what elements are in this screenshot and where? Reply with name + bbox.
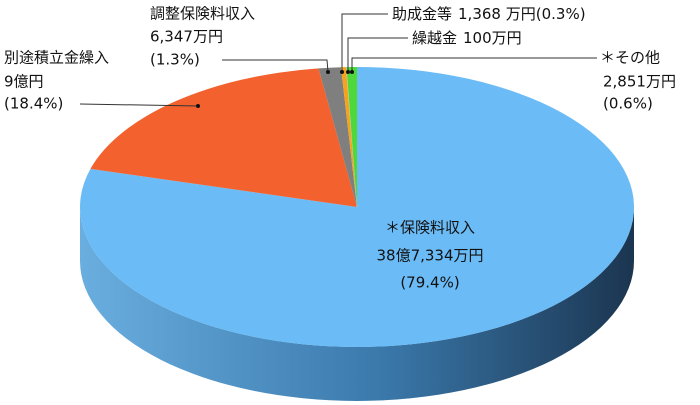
slice-label-group: 繰越金 100万円 (412, 29, 522, 47)
slice-percent: (0.6%) (603, 95, 653, 113)
slice-percent: (79.4%) (400, 274, 459, 292)
slice-amount: 6,347万円 (150, 28, 223, 46)
leader-line (351, 57, 597, 72)
slice (90, 68, 357, 207)
leader-line (79, 103, 199, 107)
slice-amount: 2,851万円 (603, 73, 676, 91)
leader-dot (346, 70, 350, 74)
leader-dot (340, 70, 344, 74)
leader-dot (196, 104, 200, 108)
slice-label: ＊保険料収入 (385, 219, 475, 237)
slice-amount: 9億円 (4, 73, 44, 91)
leader-dot (350, 70, 354, 74)
slice-side (80, 207, 634, 401)
slice-amount: 38億7,334万円 (376, 247, 483, 265)
slice (341, 67, 357, 207)
leader-line (222, 59, 329, 73)
slice-label: 調整保険料収入 (150, 5, 255, 23)
slice-label: 別途積立金繰入 (4, 49, 109, 67)
slice-percent: (0.3%) (536, 5, 586, 23)
slice-amount: 100万円 (463, 29, 522, 47)
slice-percent: (1.3%) (150, 51, 200, 69)
slice-label: 助成金等 (392, 5, 452, 23)
slice (318, 67, 357, 208)
slice-percent: (18.4%) (4, 95, 63, 113)
pie (79, 66, 634, 401)
leader-line (341, 13, 388, 72)
slice (346, 67, 357, 207)
leader-line (347, 37, 408, 72)
slice (345, 66, 358, 208)
slice-label: 繰越金 (412, 29, 457, 47)
slice-label-group: 助成金等 1,368 万円(0.3%) (392, 5, 586, 23)
slice-amount: 1,368 万円 (458, 5, 536, 23)
slice-label: ＊その他 (600, 49, 660, 67)
leader-dot (326, 70, 330, 74)
